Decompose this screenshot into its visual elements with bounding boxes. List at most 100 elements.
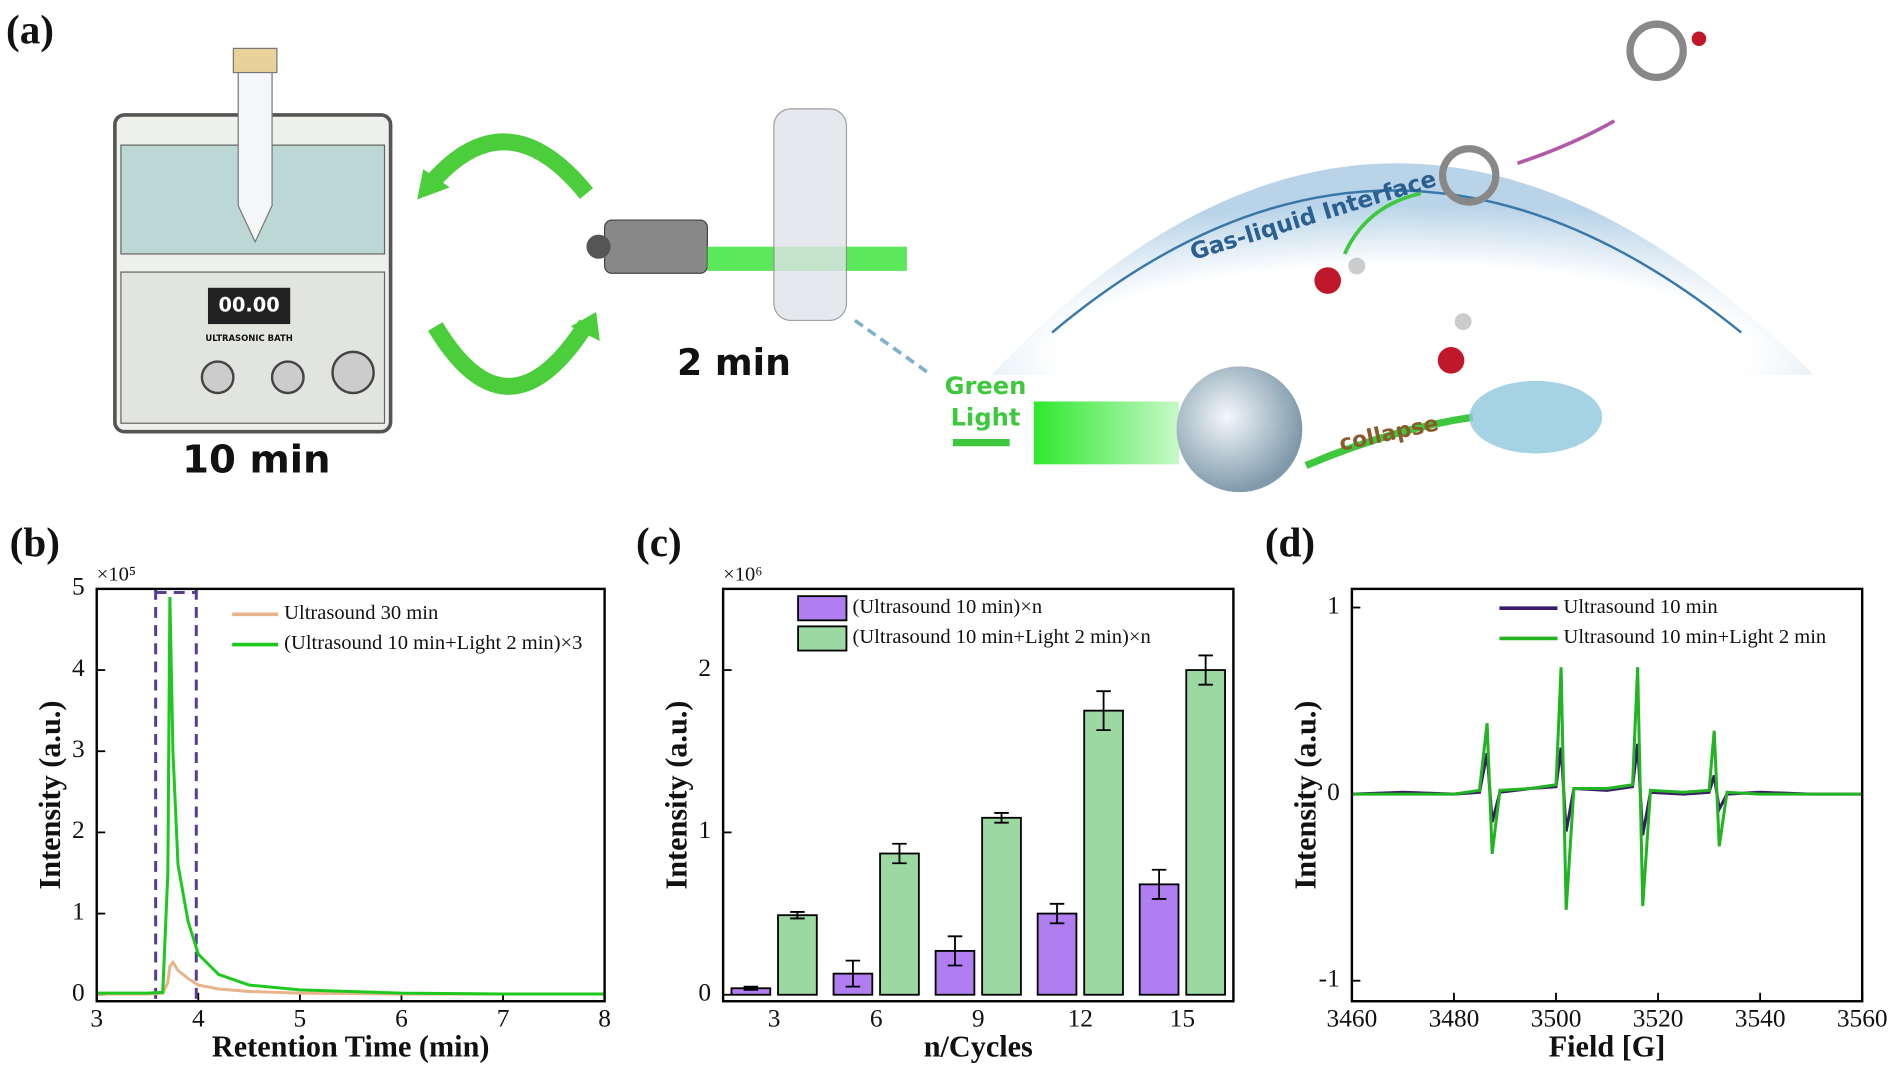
dashed-arrow — [853, 318, 933, 377]
splash — [1469, 380, 1603, 454]
error-bar — [845, 959, 861, 988]
plot-frame — [1350, 587, 1864, 1003]
reaction-arrow — [1342, 191, 1422, 255]
plot-frame — [95, 587, 606, 1003]
x-axis-label: Retention Time (min) — [212, 1030, 490, 1064]
x-tick-label: 3 — [768, 1004, 781, 1032]
bar — [1138, 883, 1180, 996]
legend-label: Ultrasound 10 min — [1564, 596, 1718, 618]
light-beam — [1033, 401, 1179, 465]
bar — [1185, 669, 1226, 996]
y-tick-label: 2 — [698, 654, 711, 682]
cuvette — [773, 108, 848, 322]
series-line — [96, 596, 605, 996]
x-tick-label: 3460 — [1327, 1004, 1378, 1032]
legend-swatch — [797, 625, 848, 652]
error-bar — [743, 985, 759, 991]
x-tick-label: 7 — [497, 1004, 510, 1032]
x-tick-label: 3540 — [1735, 1004, 1786, 1032]
error-bar — [947, 935, 963, 967]
display — [207, 287, 291, 325]
y-tick-label: 1 — [1327, 591, 1340, 619]
x-axis-label: n/Cycles — [924, 1030, 1033, 1064]
knob — [270, 360, 305, 395]
schematic: (a) 00.00 ULTRASONIC BATH 10 min 2 min G… — [6, 6, 1814, 493]
error-bar — [1049, 902, 1065, 925]
x-tick-label: 3 — [90, 1004, 103, 1032]
panel-label: (a) — [6, 6, 54, 53]
phenol — [1626, 20, 1687, 82]
bubble — [1176, 366, 1303, 493]
x-tick-label: 6 — [395, 1004, 408, 1032]
x-tick-label: 8 — [598, 1004, 611, 1032]
legend-label: Ultrasound 10 min+Light 2 min — [1564, 626, 1827, 648]
y-axis-label: Intensity (a.u.) — [1288, 701, 1322, 890]
legend-swatch — [797, 595, 848, 622]
x-tick-label: 5 — [294, 1004, 307, 1032]
x-tick-label: 4 — [192, 1004, 205, 1032]
arrowhead — [417, 169, 450, 200]
display-text: 00.00 — [219, 293, 280, 316]
x-tick-label: 6 — [870, 1004, 883, 1032]
y-tick-label: 0 — [1327, 778, 1340, 806]
y-tick-label: 1 — [698, 816, 711, 844]
legend-label: Ultrasound 30 min — [284, 602, 438, 624]
cycle-arrow — [428, 319, 594, 395]
atom — [1314, 267, 1342, 294]
bar — [1036, 912, 1078, 996]
collapse-label: collapse — [1337, 411, 1441, 456]
error-bar — [994, 812, 1009, 824]
lens — [586, 234, 611, 259]
legend-label: (Ultrasound 10 min+Light 2 min)×3 — [284, 632, 582, 654]
error-bar — [892, 842, 907, 865]
y-axis-label: Intensity (a.u.) — [660, 701, 694, 890]
light-label: Light — [951, 403, 1021, 431]
y-tick-label: 1 — [72, 897, 85, 925]
atom — [1454, 313, 1472, 331]
y-tick-label: 2 — [72, 816, 85, 844]
collapse-arrow — [1304, 413, 1474, 469]
series-line — [1351, 667, 1863, 910]
error-bar — [790, 911, 805, 920]
reaction-arrow — [1516, 119, 1616, 165]
x-tick-label: 3480 — [1429, 1004, 1480, 1032]
benzene — [1438, 145, 1500, 206]
legend-label: (Ultrasound 10 min+Light 2 min)×n — [852, 626, 1150, 648]
series-line — [96, 959, 605, 996]
knob — [331, 350, 375, 395]
plot-frame — [721, 587, 1235, 1003]
x-tick-label: 15 — [1170, 1004, 1195, 1032]
x-tick-label: 9 — [972, 1004, 985, 1032]
x-tick-label: 12 — [1068, 1004, 1093, 1032]
tube — [237, 71, 273, 244]
error-bar — [1096, 690, 1111, 732]
atom — [1348, 257, 1366, 275]
error-bar — [1198, 654, 1213, 686]
knob — [200, 360, 235, 395]
tube-cap — [232, 47, 278, 74]
panel-label: (c) — [636, 519, 682, 566]
interface-dome — [991, 163, 1814, 375]
y-axis-label: Intensity (a.u.) — [33, 701, 67, 890]
y-tick-label: 0 — [698, 979, 711, 1007]
y-tick-label: 3 — [72, 735, 85, 763]
legend-label: (Ultrasound 10 min)×n — [852, 596, 1042, 618]
bar — [879, 852, 920, 996]
atom — [1691, 31, 1707, 46]
y-tick-label: 4 — [72, 654, 85, 682]
atom — [1437, 347, 1465, 374]
bar — [777, 914, 818, 996]
x-tick-label: 3520 — [1633, 1004, 1684, 1032]
y-tick-label: -1 — [1319, 965, 1340, 993]
panel-label: (d) — [1265, 519, 1315, 566]
bath-time: 10 min — [182, 437, 330, 482]
light-time: 2 min — [677, 341, 791, 384]
y-multiplier: ×10⁵ — [97, 563, 136, 585]
y-multiplier: ×10⁶ — [723, 563, 762, 585]
interface-arc — [1051, 189, 1743, 334]
light-label: Green — [945, 372, 1027, 400]
cycle-arrow — [426, 133, 594, 199]
x-tick-label: 3500 — [1531, 1004, 1582, 1032]
bar — [981, 816, 1022, 996]
